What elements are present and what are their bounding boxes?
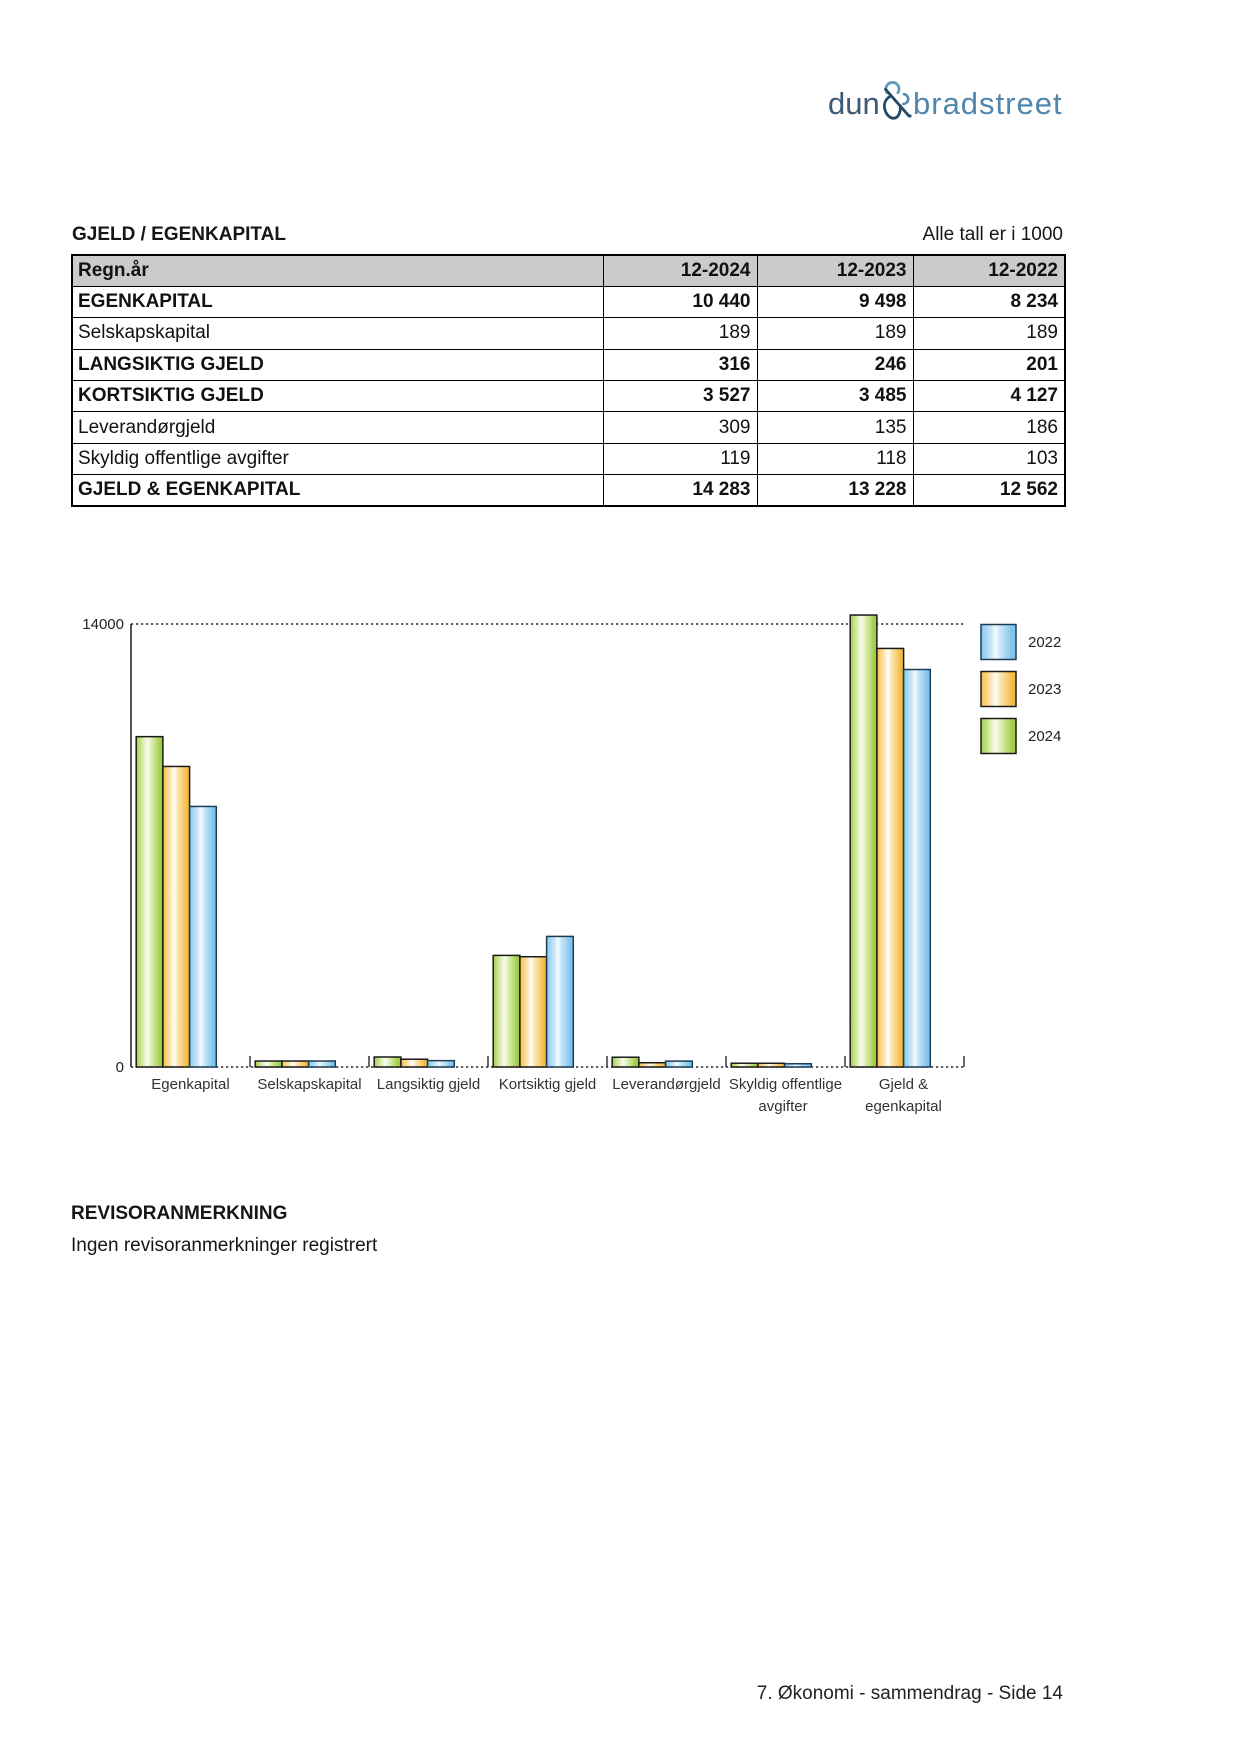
- svg-text:0: 0: [116, 1059, 124, 1076]
- svg-text:Langsiktig gjeld: Langsiktig gjeld: [377, 1076, 480, 1093]
- svg-text:14000: 14000: [82, 616, 124, 633]
- svg-text:Selskapskapital: Selskapskapital: [257, 1076, 361, 1093]
- svg-text:Egenkapital: Egenkapital: [151, 1076, 229, 1093]
- svg-text:2022: 2022: [1028, 634, 1061, 651]
- svg-text:Leverandørgjeld: Leverandørgjeld: [612, 1076, 720, 1093]
- svg-text:2023: 2023: [1028, 681, 1061, 698]
- svg-text:Gjeld &: Gjeld &: [879, 1076, 928, 1093]
- svg-text:avgifter: avgifter: [758, 1098, 807, 1115]
- svg-text:Skyldig offentlige: Skyldig offentlige: [729, 1076, 842, 1093]
- svg-text:egenkapital: egenkapital: [865, 1098, 942, 1115]
- svg-text:Kortsiktig gjeld: Kortsiktig gjeld: [499, 1076, 597, 1093]
- svg-text:2024: 2024: [1028, 728, 1061, 745]
